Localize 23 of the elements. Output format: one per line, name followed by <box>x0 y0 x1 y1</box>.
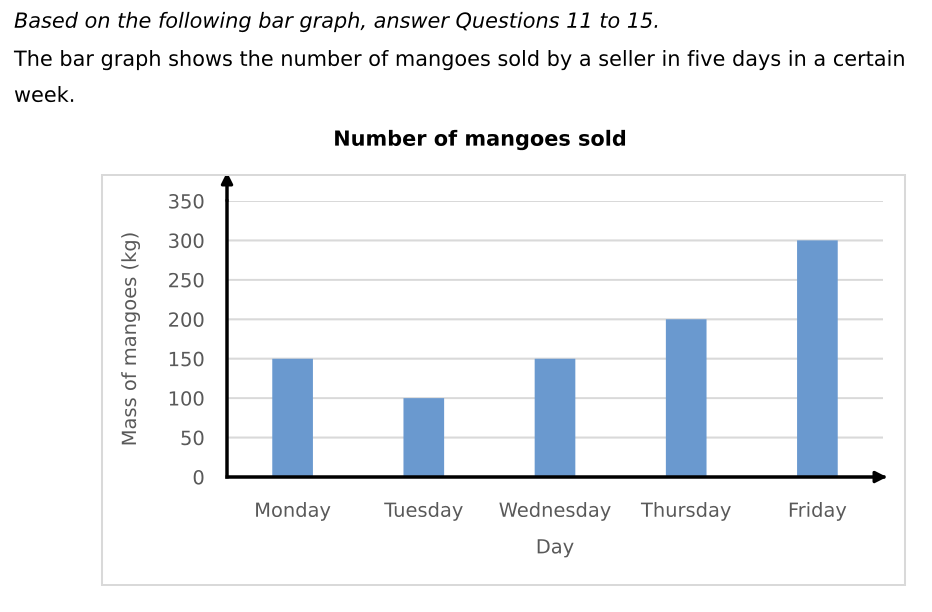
y-tick-label: 0 <box>194 470 204 485</box>
x-axis-title: Day <box>538 539 574 558</box>
y-tick-label: 350 <box>169 194 204 209</box>
y-tick-label: 100 <box>170 391 204 406</box>
y-axis-title: Mass of mangoes (kg) <box>121 233 140 444</box>
bar <box>534 358 576 477</box>
x-tick-label: Tuesday <box>384 502 463 521</box>
y-tick-label: 50 <box>182 430 204 446</box>
x-tick-label: Monday <box>256 502 330 521</box>
y-tick-label: 250 <box>169 272 204 288</box>
y-tick-label: 200 <box>169 312 204 327</box>
bar <box>403 398 444 477</box>
x-tick-label: Friday <box>790 502 846 521</box>
bar <box>797 240 838 477</box>
text: Based on the following bar graph, answer Questions 11 to 15. <box>14 12 658 32</box>
y-tick-label: 150 <box>170 352 204 366</box>
chart-title: Number of mangoes sold <box>335 130 626 150</box>
y-tick-label: 300 <box>169 233 204 248</box>
bar <box>666 319 707 477</box>
x-tick-label: Wednesday <box>499 502 611 521</box>
x-tick-label: Thursday <box>640 502 731 521</box>
text: The bar graph shows the number of mangoes sold by a seller in five days in a certain week. <box>14 50 904 102</box>
bar <box>272 358 313 477</box>
